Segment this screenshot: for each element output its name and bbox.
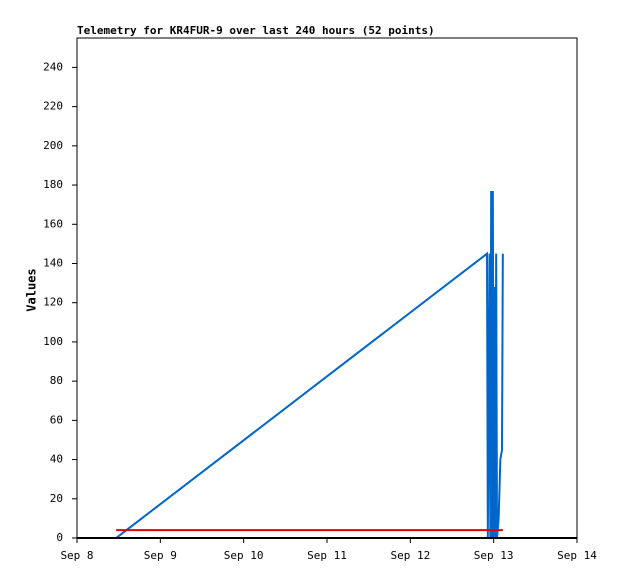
y-tick-label: 140 — [43, 256, 63, 269]
y-tick-label: 240 — [43, 60, 63, 73]
y-tick-label: 160 — [43, 217, 63, 230]
x-tick-label: Sep 12 — [390, 549, 430, 562]
y-tick-label: 200 — [43, 139, 63, 152]
y-tick-label: 180 — [43, 178, 63, 191]
x-tick-label: Sep 9 — [144, 549, 177, 562]
y-tick-label: 40 — [50, 453, 63, 466]
y-tick-label: 220 — [43, 100, 63, 113]
x-tick-label: Sep 14 — [557, 549, 597, 562]
y-tick-label: 120 — [43, 296, 63, 309]
x-tick-label: Sep 11 — [307, 549, 347, 562]
chart-title: Telemetry for KR4FUR-9 over last 240 hou… — [77, 24, 435, 37]
y-tick-label: 80 — [50, 374, 63, 387]
y-axis-label: Values — [25, 268, 39, 311]
x-tick-label: Sep 10 — [224, 549, 264, 562]
x-tick-label: Sep 13 — [474, 549, 514, 562]
y-tick-label: 100 — [43, 335, 63, 348]
y-tick-label: 20 — [50, 492, 63, 505]
x-tick-label: Sep 8 — [60, 549, 93, 562]
y-tick-label: 0 — [56, 531, 63, 544]
y-tick-label: 60 — [50, 413, 63, 426]
